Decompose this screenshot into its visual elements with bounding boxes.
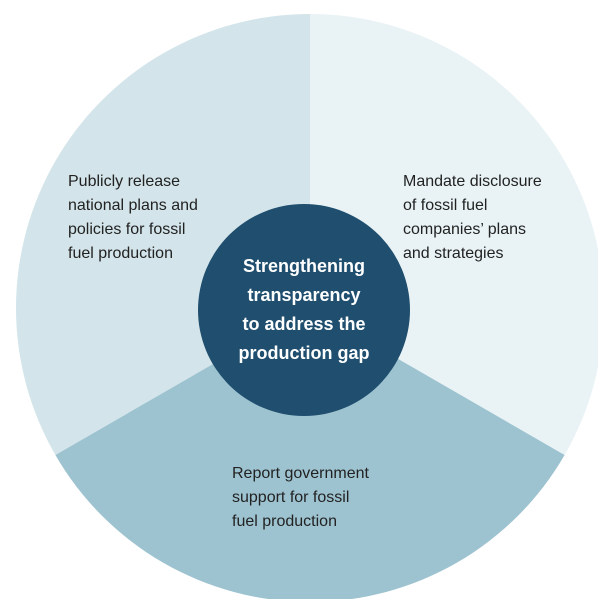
center-circle (198, 204, 410, 416)
segment-label: Mandate disclosure (403, 173, 542, 190)
segment-label: Report government (232, 465, 370, 482)
segment-label: of fossil fuel (403, 197, 487, 214)
segment-label: and strategies (403, 245, 504, 262)
segment-label: fuel production (68, 245, 173, 262)
segment-label: Publicly release (68, 173, 180, 190)
center-label: transparency (247, 285, 360, 305)
segment-label: national plans and (68, 197, 198, 214)
labels: Publicly release national plans and polici… (68, 173, 542, 530)
sector-bottom (55, 308, 565, 599)
segment-label: policies for fossil (68, 221, 185, 238)
segment-label: companies’ plans (403, 221, 526, 238)
segment-label: support for fossil (232, 489, 349, 506)
center-label: production gap (239, 343, 370, 363)
center-label: Strengthening (243, 256, 365, 276)
segment-label: fuel production (232, 513, 337, 530)
center-label: to address the (242, 314, 365, 334)
